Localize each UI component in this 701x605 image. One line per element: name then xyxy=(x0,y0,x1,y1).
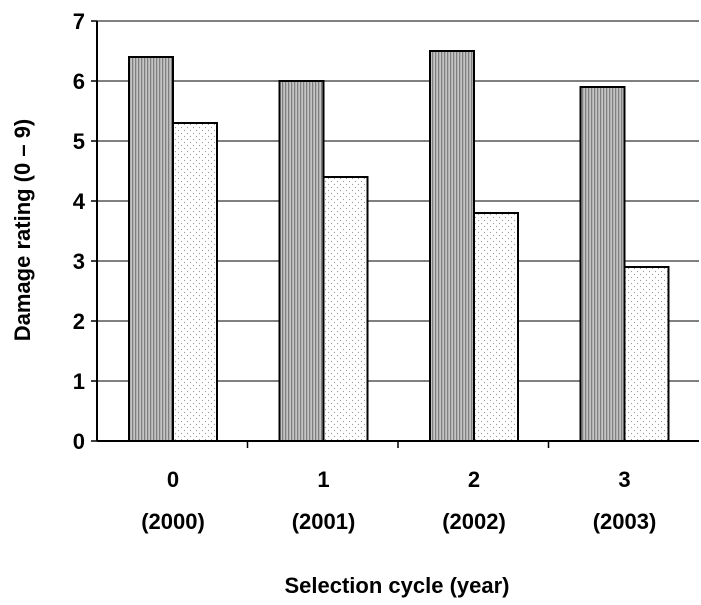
y-tick-label: 5 xyxy=(73,129,85,154)
bar-series1-3 xyxy=(579,86,626,442)
x-axis-title: Selection cycle (year) xyxy=(284,573,509,598)
x-category-label: 0 xyxy=(167,467,179,492)
x-category-year-label: (2003) xyxy=(593,509,657,534)
bar-series1-0 xyxy=(128,56,174,442)
x-category-year-label: (2001) xyxy=(292,509,356,534)
x-category-label: 3 xyxy=(618,467,630,492)
y-tick-label: 3 xyxy=(73,249,85,274)
bars xyxy=(128,50,670,442)
x-category-label: 1 xyxy=(317,467,329,492)
bar-series1-2 xyxy=(429,50,475,442)
bar-series2-3 xyxy=(623,266,670,442)
y-tick-label: 4 xyxy=(73,189,86,214)
x-category-year-label: (2000) xyxy=(141,509,205,534)
axes xyxy=(91,20,699,448)
bar-series2-2 xyxy=(473,212,519,442)
y-tick-label: 7 xyxy=(73,9,85,34)
x-category-label: 2 xyxy=(468,467,480,492)
y-tick-label: 1 xyxy=(73,369,85,394)
y-tick-label: 2 xyxy=(73,309,85,334)
y-tick-label: 6 xyxy=(73,69,85,94)
y-tick-labels: 0 1 2 3 4 5 6 7 xyxy=(73,9,86,454)
bar-series1-1 xyxy=(278,80,325,442)
y-tick-label: 0 xyxy=(73,429,85,454)
x-category-year-label: (2002) xyxy=(442,509,506,534)
x-category-labels: 0 (2000) 1 (2001) 2 (2002) 3 (2003) xyxy=(141,467,656,534)
bar-series2-1 xyxy=(322,176,369,442)
y-axis-title: Damage rating (0 – 9) xyxy=(10,119,35,342)
bar-series2-0 xyxy=(172,122,218,442)
